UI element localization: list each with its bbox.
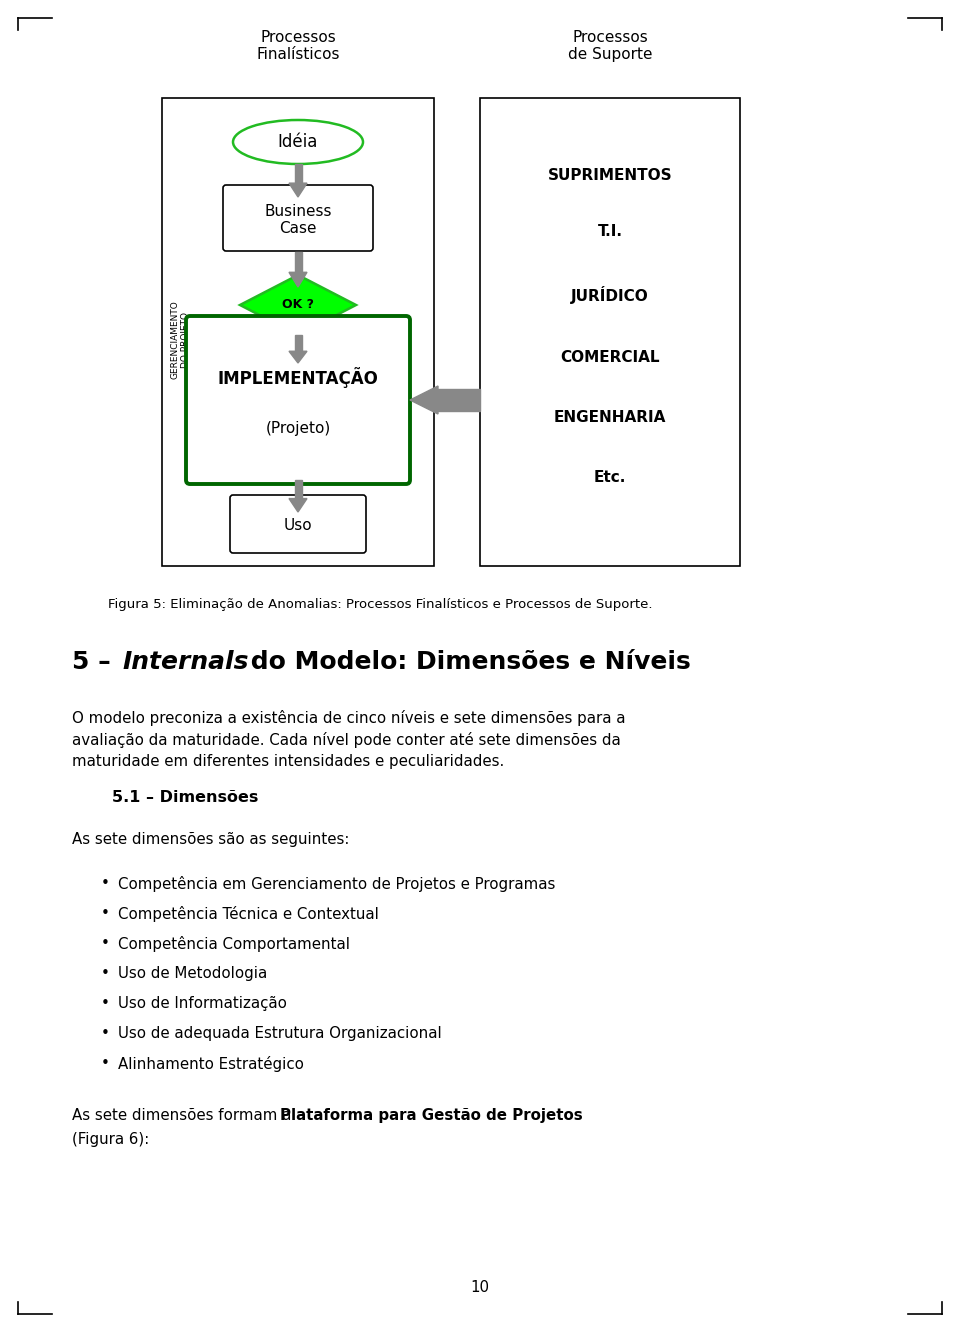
- Bar: [162, 99, 434, 566]
- Polygon shape: [289, 182, 307, 197]
- Text: JURÍDICO: JURÍDICO: [571, 286, 649, 304]
- Text: •: •: [101, 876, 109, 891]
- Text: •: •: [101, 966, 109, 980]
- Text: Plataforma para Gestão de Projetos: Plataforma para Gestão de Projetos: [280, 1108, 583, 1123]
- Polygon shape: [438, 389, 480, 412]
- Polygon shape: [240, 274, 356, 336]
- Text: (Projeto): (Projeto): [265, 421, 330, 436]
- FancyBboxPatch shape: [230, 496, 366, 553]
- Text: •: •: [101, 1056, 109, 1071]
- Text: Competência Comportamental: Competência Comportamental: [118, 936, 350, 952]
- Bar: [480, 99, 740, 566]
- Text: GERENCIAMENTO
DO PROJETO: GERENCIAMENTO DO PROJETO: [170, 301, 190, 380]
- Text: •: •: [101, 906, 109, 920]
- Text: O modelo preconiza a existência de cinco níveis e sete dimensões para a: O modelo preconiza a existência de cinco…: [72, 710, 626, 726]
- Text: As sete dimensões formam a: As sete dimensões formam a: [72, 1108, 296, 1123]
- Text: Etc.: Etc.: [594, 470, 626, 485]
- Polygon shape: [295, 164, 301, 182]
- Text: •: •: [101, 1026, 109, 1042]
- Text: Uso de Informatização: Uso de Informatização: [118, 996, 287, 1011]
- Text: 10: 10: [470, 1280, 490, 1295]
- FancyBboxPatch shape: [186, 316, 410, 484]
- Text: Uso: Uso: [284, 518, 312, 534]
- Polygon shape: [289, 272, 307, 286]
- Text: Processos
Finalísticos: Processos Finalísticos: [256, 29, 340, 63]
- Text: Uso de adequada Estrutura Organizacional: Uso de adequada Estrutura Organizacional: [118, 1026, 442, 1042]
- Text: Internals: Internals: [122, 650, 249, 674]
- Polygon shape: [295, 336, 301, 352]
- Text: As sete dimensões são as seguintes:: As sete dimensões são as seguintes:: [72, 832, 349, 847]
- Text: Processos
de Suporte: Processos de Suporte: [567, 29, 652, 63]
- Text: T.I.: T.I.: [597, 225, 622, 240]
- Text: avaliação da maturidade. Cada nível pode conter até sete dimensões da: avaliação da maturidade. Cada nível pode…: [72, 733, 621, 749]
- Text: Alinhamento Estratégico: Alinhamento Estratégico: [118, 1056, 304, 1072]
- Polygon shape: [410, 386, 438, 414]
- Text: ENGENHARIA: ENGENHARIA: [554, 410, 666, 425]
- Text: Competência em Gerenciamento de Projetos e Programas: Competência em Gerenciamento de Projetos…: [118, 876, 556, 892]
- Text: COMERCIAL: COMERCIAL: [561, 350, 660, 365]
- Text: Business
Case: Business Case: [264, 204, 332, 236]
- Text: Uso de Metodologia: Uso de Metodologia: [118, 966, 267, 980]
- Text: SUPRIMENTOS: SUPRIMENTOS: [548, 168, 672, 182]
- Text: Figura 5: Eliminação de Anomalias: Processos Finalísticos e Processos de Suporte: Figura 5: Eliminação de Anomalias: Proce…: [108, 598, 653, 611]
- Text: maturidade em diferentes intensidades e peculiaridades.: maturidade em diferentes intensidades e …: [72, 754, 504, 769]
- Text: (Figura 6):: (Figura 6):: [72, 1132, 149, 1147]
- Ellipse shape: [233, 120, 363, 164]
- Polygon shape: [289, 352, 307, 364]
- Polygon shape: [295, 252, 301, 272]
- Polygon shape: [289, 498, 307, 511]
- Text: Idéia: Idéia: [277, 133, 318, 151]
- Text: OK ?: OK ?: [282, 298, 314, 312]
- Text: Competência Técnica e Contextual: Competência Técnica e Contextual: [118, 906, 379, 922]
- Text: •: •: [101, 996, 109, 1011]
- Text: •: •: [101, 936, 109, 951]
- Polygon shape: [295, 480, 301, 498]
- Text: 5 –: 5 –: [72, 650, 119, 674]
- FancyBboxPatch shape: [223, 185, 373, 250]
- Text: do Modelo: Dimensões e Níveis: do Modelo: Dimensões e Níveis: [242, 650, 691, 674]
- Text: 5.1 – Dimensões: 5.1 – Dimensões: [112, 790, 258, 805]
- Text: IMPLEMENTAÇÃO: IMPLEMENTAÇÃO: [218, 368, 378, 389]
